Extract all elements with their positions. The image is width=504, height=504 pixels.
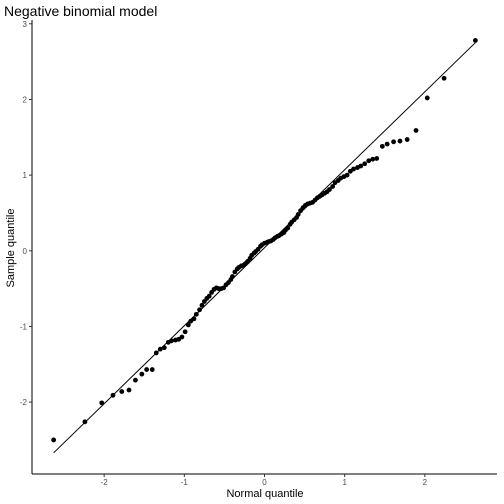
data-point [384, 141, 390, 147]
chart-title: Negative binomial model [4, 3, 157, 19]
data-point [397, 138, 403, 144]
x-axis-title: Normal quantile [226, 488, 303, 500]
data-point [193, 311, 199, 317]
data-point [295, 212, 301, 217]
reference-line [53, 42, 476, 454]
data-point [413, 128, 419, 133]
x-tick-label: -2 [101, 478, 109, 487]
data-point [99, 400, 105, 406]
data-point [366, 158, 372, 164]
data-point [206, 293, 212, 299]
reference-line-layer [53, 42, 476, 454]
y-tick-label: -1 [20, 322, 28, 331]
data-point [149, 367, 155, 372]
data-point [82, 419, 88, 425]
y-tick-label: 0 [23, 247, 28, 256]
data-point [230, 274, 235, 279]
x-tick-label: 0 [262, 478, 267, 487]
data-point [441, 75, 447, 81]
y-tick-label: 1 [23, 171, 28, 180]
data-point [51, 437, 57, 443]
data-point [370, 156, 376, 162]
data-point [169, 338, 174, 344]
data-point [191, 316, 197, 322]
x-axis-ticks: -2 -1 0 1 2 [101, 474, 428, 487]
data-point [374, 156, 380, 161]
data-point [472, 38, 478, 43]
x-tick-label: 1 [342, 478, 347, 487]
data-point [362, 161, 368, 167]
x-tick-label: -1 [181, 478, 189, 487]
y-tick-label: -2 [20, 398, 28, 407]
y-tick-label: 2 [23, 95, 28, 104]
data-point [358, 163, 364, 169]
data-point [424, 95, 430, 101]
data-point [153, 350, 159, 356]
data-point [144, 367, 150, 372]
data-point [133, 377, 138, 383]
data-point [139, 371, 145, 377]
data-point [110, 392, 116, 398]
data-point [351, 166, 356, 172]
y-tick-label: 3 [23, 20, 28, 29]
data-point [199, 302, 205, 308]
y-axis-title: Sample quantile [5, 209, 17, 288]
data-point [126, 387, 132, 393]
data-point [197, 307, 202, 313]
x-tick-label: 2 [423, 478, 428, 487]
data-point [344, 172, 350, 178]
data-point [404, 137, 410, 142]
data-point [161, 345, 167, 351]
data-point [157, 346, 163, 352]
data-points [51, 38, 478, 443]
data-point [182, 329, 188, 335]
data-point [185, 322, 191, 328]
y-axis-ticks: -2 -1 0 1 2 3 [20, 20, 32, 407]
data-point [119, 389, 125, 394]
data-point [379, 143, 385, 149]
data-point [285, 225, 291, 231]
data-point [391, 139, 396, 145]
data-point [327, 187, 332, 192]
data-point [330, 184, 336, 189]
plot-panel: -2 -1 0 1 2 -2 -1 0 1 2 3 [20, 20, 497, 487]
data-point [179, 334, 185, 340]
